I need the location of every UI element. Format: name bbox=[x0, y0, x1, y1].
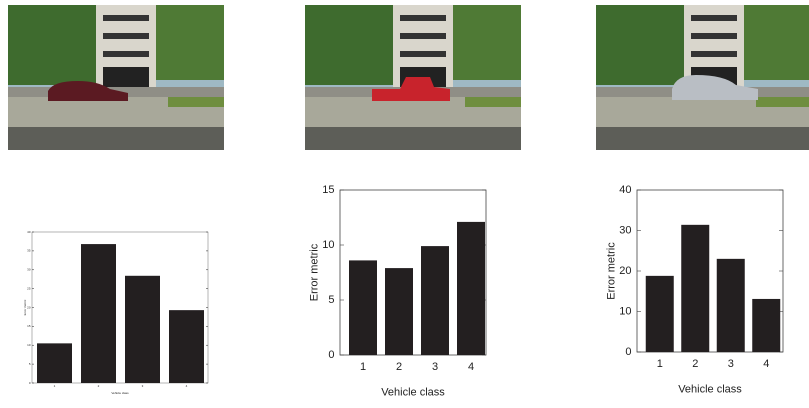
bar bbox=[169, 310, 204, 383]
y-tick-label: 40 bbox=[619, 184, 631, 196]
bar bbox=[421, 246, 449, 355]
y-tick-label: 30 bbox=[27, 268, 31, 272]
y-axis-label: Error metric bbox=[23, 299, 27, 315]
bar bbox=[717, 259, 745, 352]
y-tick-label: 10 bbox=[322, 239, 334, 251]
x-axis-label: Vehicle class bbox=[111, 391, 129, 395]
bar bbox=[349, 260, 377, 355]
y-tick-label: 10 bbox=[27, 343, 31, 347]
x-tick-label: 3 bbox=[728, 358, 734, 370]
y-tick-label: 5 bbox=[328, 294, 334, 306]
y-axis-label: Error metric bbox=[309, 243, 321, 301]
y-tick-label: 15 bbox=[322, 184, 334, 196]
y-tick-label: 20 bbox=[619, 265, 631, 277]
x-tick-label: 4 bbox=[468, 361, 474, 373]
x-axis-label: Vehicle class bbox=[381, 386, 445, 398]
y-tick-label: 5 bbox=[29, 362, 31, 366]
y-tick-label: 0 bbox=[328, 349, 334, 361]
figure: 05101520253035401234Vehicle classError m… bbox=[0, 0, 809, 403]
bar bbox=[646, 276, 674, 352]
bar bbox=[752, 299, 780, 352]
y-tick-label: 0 bbox=[29, 381, 31, 385]
bar bbox=[681, 225, 709, 352]
y-axis-label: Error metric bbox=[606, 242, 618, 300]
y-tick-label: 25 bbox=[27, 286, 31, 290]
bar bbox=[457, 222, 485, 355]
y-tick-label: 35 bbox=[27, 249, 31, 253]
x-tick-label: 2 bbox=[396, 361, 402, 373]
y-tick-label: 0 bbox=[625, 346, 631, 358]
bar bbox=[125, 276, 160, 383]
x-tick-label: 2 bbox=[692, 358, 698, 370]
x-tick-label: 1 bbox=[54, 384, 56, 388]
y-tick-label: 20 bbox=[27, 305, 31, 309]
x-tick-label: 4 bbox=[763, 358, 769, 370]
bar bbox=[37, 343, 72, 383]
x-tick-label: 4 bbox=[186, 384, 188, 388]
y-tick-label: 10 bbox=[619, 305, 631, 317]
x-axis-label: Vehicle class bbox=[678, 383, 742, 395]
x-tick-label: 1 bbox=[657, 358, 663, 370]
x-tick-label: 2 bbox=[98, 384, 100, 388]
x-tick-label: 1 bbox=[360, 361, 366, 373]
x-tick-label: 3 bbox=[142, 384, 144, 388]
y-tick-label: 40 bbox=[27, 230, 31, 234]
bar bbox=[385, 268, 413, 355]
bar bbox=[81, 244, 116, 383]
y-tick-label: 15 bbox=[27, 324, 31, 328]
photo bbox=[8, 5, 224, 150]
photo bbox=[305, 5, 521, 150]
x-tick-label: 3 bbox=[432, 361, 438, 373]
y-tick-label: 30 bbox=[619, 224, 631, 236]
photo bbox=[596, 5, 809, 150]
